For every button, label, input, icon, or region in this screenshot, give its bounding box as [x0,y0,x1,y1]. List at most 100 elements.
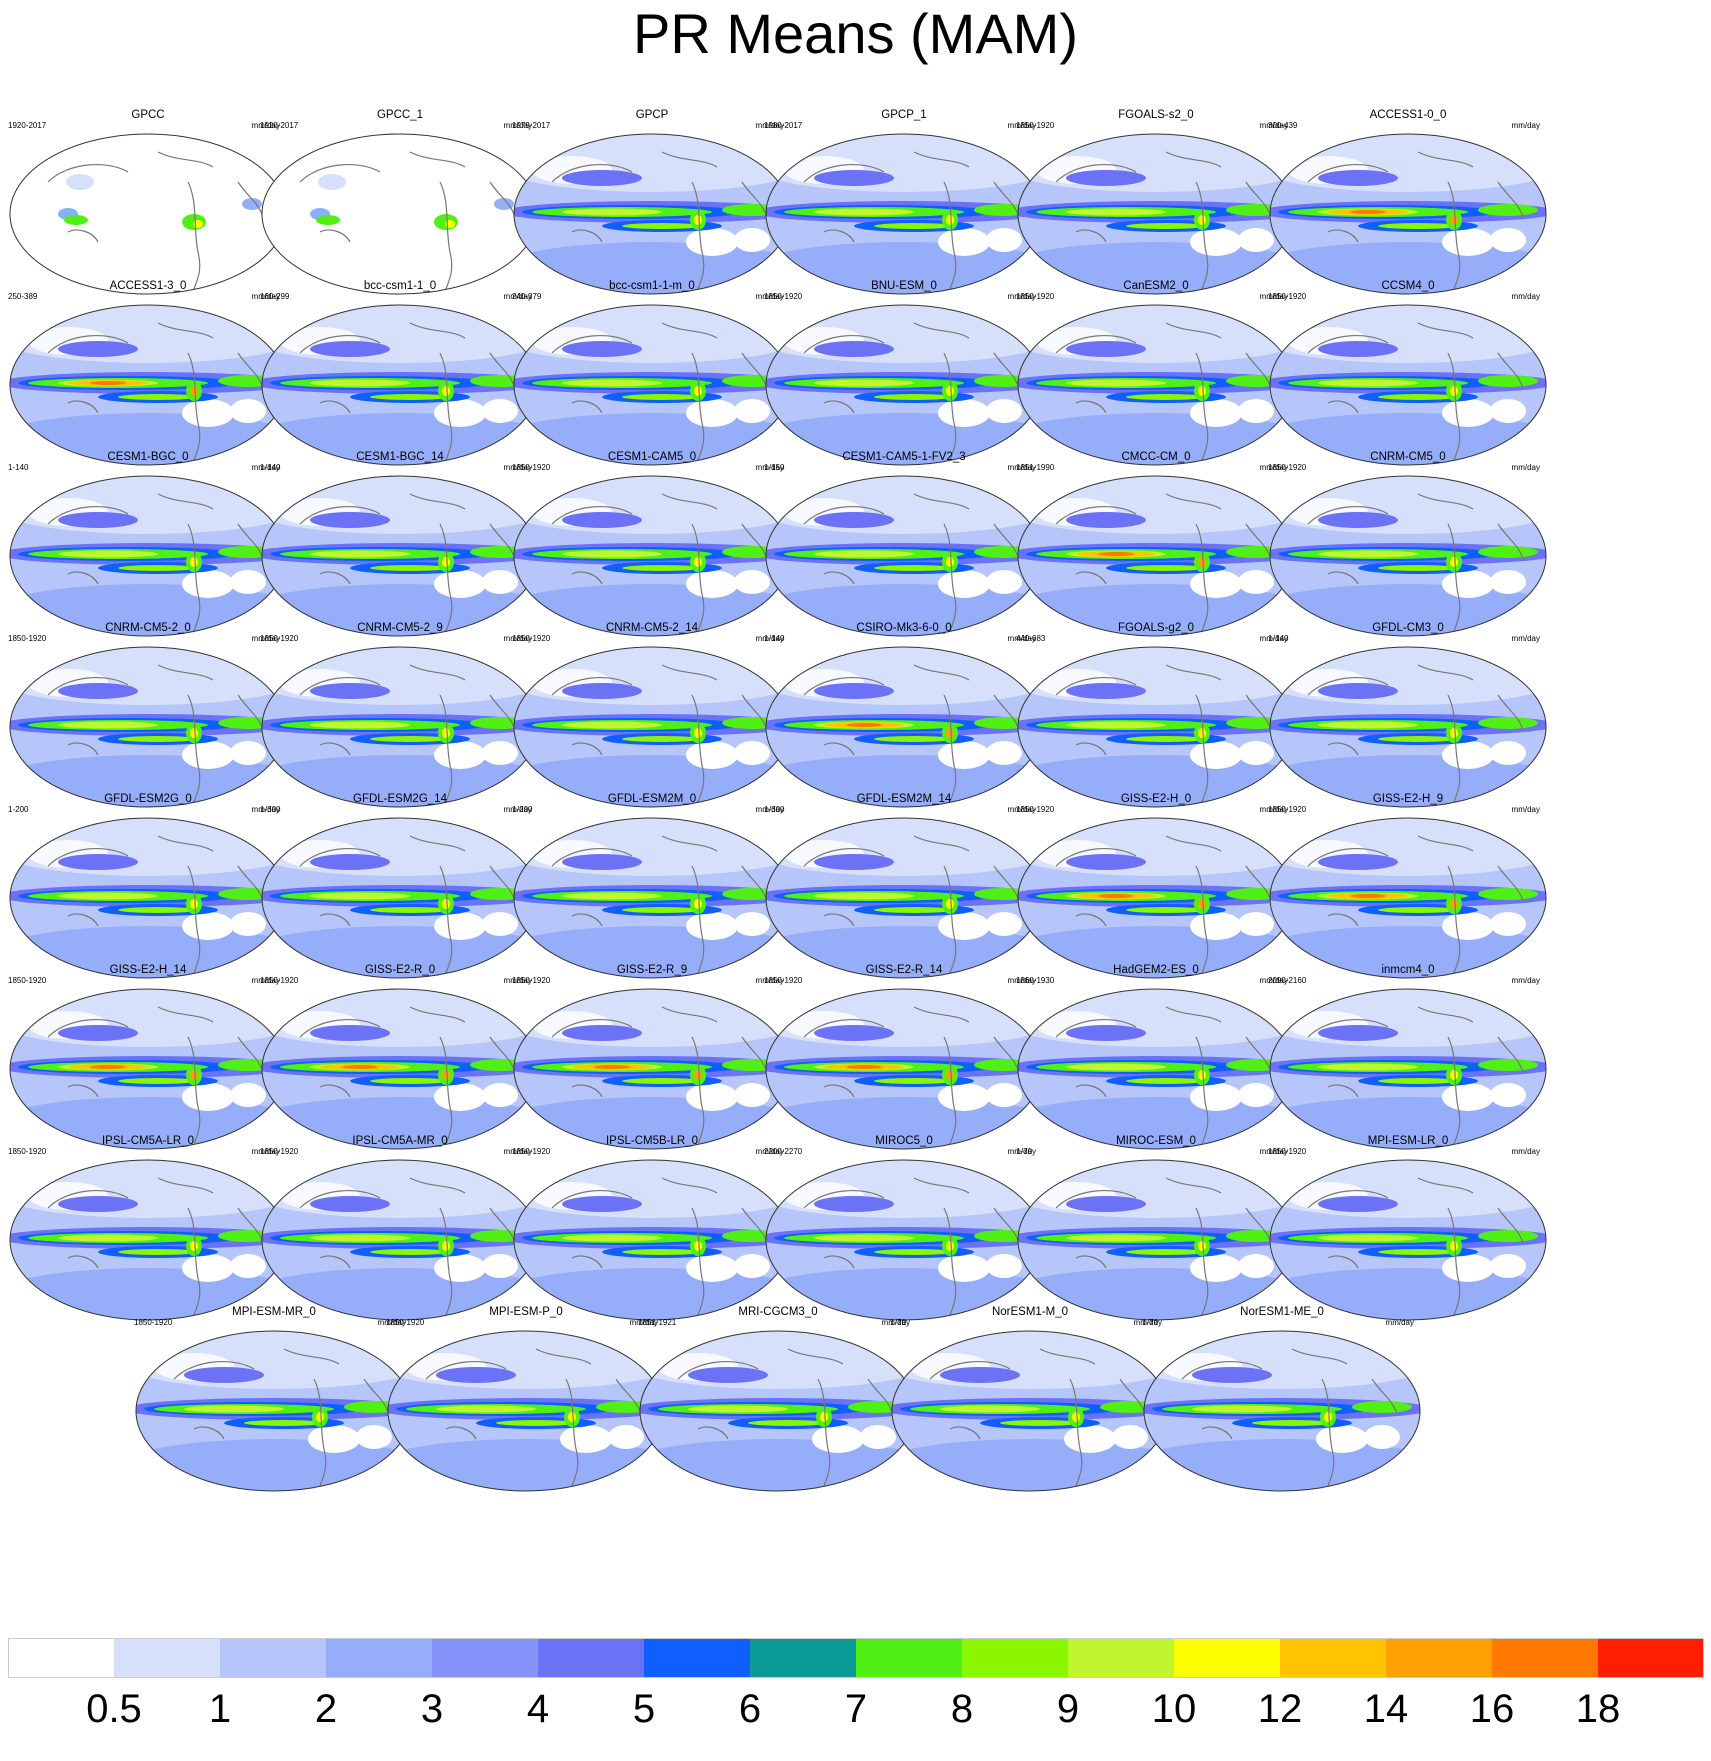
panel-units: mm/day [1007,463,1036,472]
panel-years: 1-140 [8,463,29,472]
panel-units: mm/day [755,1147,784,1156]
precip-map [1017,1159,1295,1321]
precip-map [639,1330,917,1492]
precip-map [261,304,539,466]
colorbar [8,1638,1704,1678]
panel-title: GFDL-ESM2M_14 [856,793,952,805]
precip-map [387,1330,665,1492]
map-panel: GISS-E2-R_9 1850-1920 mm/day [512,963,792,1151]
panel-units: mm/day [755,292,784,301]
colorbar-tick-label: 18 [1575,1687,1621,1731]
map-panel: GISS-E2-H_14 1850-1920 mm/day [8,963,288,1151]
panel-title: inmcm4_0 [1381,964,1435,976]
panel-years: 1850-1920 [512,1147,551,1156]
panel-title: bcc-csm1-1_0 [363,280,437,292]
map-panel: inmcm4_0 2090-2160 mm/day [1268,963,1548,1151]
panel-years: 1851-1990 [1016,463,1055,472]
panel-years: 1850-1920 [1268,1147,1307,1156]
panel-units: mm/day [1259,292,1288,301]
panel-title: IPSL-CM5A-MR_0 [352,1135,448,1147]
panel-years: 1850-1920 [1016,121,1055,130]
panel-title: GISS-E2-H_0 [1120,793,1192,805]
panel-units: mm/day [1133,1318,1162,1327]
precip-map [261,133,539,295]
map-panel: NorESM1-ME_0 1-70 mm/day [1142,1305,1422,1493]
precip-map [1269,475,1547,637]
colorbar-tick-label: 7 [844,1687,868,1731]
panel-years: 1979-2017 [512,121,551,130]
panel-title: MPI-ESM-LR_0 [1367,1135,1449,1147]
panel-years: 1-70 [890,1318,907,1327]
map-panel: MPI-ESM-P_0 1850-1920 mm/day [386,1305,666,1493]
panel-title: CESM1-BGC_0 [107,451,189,463]
panel-title: CMCC-CM_0 [1121,451,1191,463]
precip-map [1017,475,1295,637]
map-panel: CanESM2_0 1850-1920 mm/day [1016,279,1296,467]
precip-map [1017,646,1295,808]
colorbar-swatch [856,1638,963,1678]
panel-units: mm/day [1007,121,1036,130]
panel-units: mm/day [503,805,532,814]
map-panel: IPSL-CM5B-LR_0 1850-1920 mm/day [512,1134,792,1322]
panel-title: CNRM-CM5-2_9 [357,622,443,634]
panel-years: 250-389 [8,292,38,301]
colorbar-tick-label: 5 [632,1687,656,1731]
panel-years: 1-300 [260,805,281,814]
panel-units: mm/day [377,1318,406,1327]
panel-title: IPSL-CM5B-LR_0 [605,1135,699,1147]
precip-map [1269,817,1547,979]
panel-title: MIROC-ESM_0 [1116,1135,1196,1147]
map-panel: CNRM-CM5-2_14 1850-1920 mm/day [512,621,792,809]
panel-years: 1851-1921 [638,1318,677,1327]
panel-years: 1850-1920 [260,1147,299,1156]
panel-title: CESM1-CAM5-1-FV2_3 [842,451,966,463]
panel-units: mm/day [1259,121,1288,130]
panel-title: GISS-E2-R_14 [865,964,943,976]
map-panel: CCSM4_0 1850-1920 mm/day [1268,279,1548,467]
precip-map [765,646,1043,808]
precip-map [1017,817,1295,979]
panel-units: mm/day [503,292,532,301]
panel-years: 1850-1920 [512,634,551,643]
colorbar-swatch [538,1638,645,1678]
map-panel: MIROC-ESM_0 1-70 mm/day [1016,1134,1296,1322]
panel-years: 1850-1920 [1016,805,1055,814]
panel-title: HadGEM2-ES_0 [1113,964,1199,976]
panel-units: mm/day [1007,634,1036,643]
panel-years: 1850-1920 [1268,463,1307,472]
panel-years: 160-299 [260,292,290,301]
map-panel: HadGEM2-ES_0 1860-1930 mm/day [1016,963,1296,1151]
panel-units: mm/day [1259,634,1288,643]
panel-units: mm/day [1511,634,1540,643]
precip-map [765,475,1043,637]
panel-title: NorESM1-ME_0 [1240,1306,1324,1318]
colorbar-swatch [8,1638,115,1678]
precip-map [135,1330,413,1492]
map-panel: IPSL-CM5A-MR_0 1850-1920 mm/day [260,1134,540,1322]
panel-years: 1850-1920 [260,976,299,985]
colorbar-tick-label: 1 [208,1687,232,1731]
panel-units: mm/day [1511,1147,1540,1156]
panel-title: GISS-E2-H_14 [109,964,187,976]
panel-units: mm/day [1259,463,1288,472]
panel-title: ACCESS1-3_0 [109,280,187,292]
colorbar-tick-label: 2 [314,1687,338,1731]
panel-title: GPCP_1 [881,109,927,121]
panel-title: NorESM1-M_0 [991,1306,1069,1318]
colorbar-swatch [1174,1638,1281,1678]
map-panel: GPCC_1 1920-2017 mm/day [260,108,540,296]
precip-map [261,817,539,979]
panel-units: mm/day [755,976,784,985]
colorbar-swatch [644,1638,751,1678]
precip-map [513,988,791,1150]
panel-title: IPSL-CM5A-LR_0 [101,1135,195,1147]
map-panel: CNRM-CM5_0 1850-1920 mm/day [1268,450,1548,638]
panel-units: mm/day [251,634,280,643]
map-panel: bcc-csm1-1-m_0 240-379 mm/day [512,279,792,467]
panel-years: 1850-1920 [1268,805,1307,814]
panel-units: mm/day [1259,1147,1288,1156]
precip-map [765,133,1043,295]
map-panel: MIROC5_0 2200-2270 mm/day [764,1134,1044,1322]
panel-years: 1850-1920 [1268,292,1307,301]
panel-years: 1-140 [260,463,281,472]
